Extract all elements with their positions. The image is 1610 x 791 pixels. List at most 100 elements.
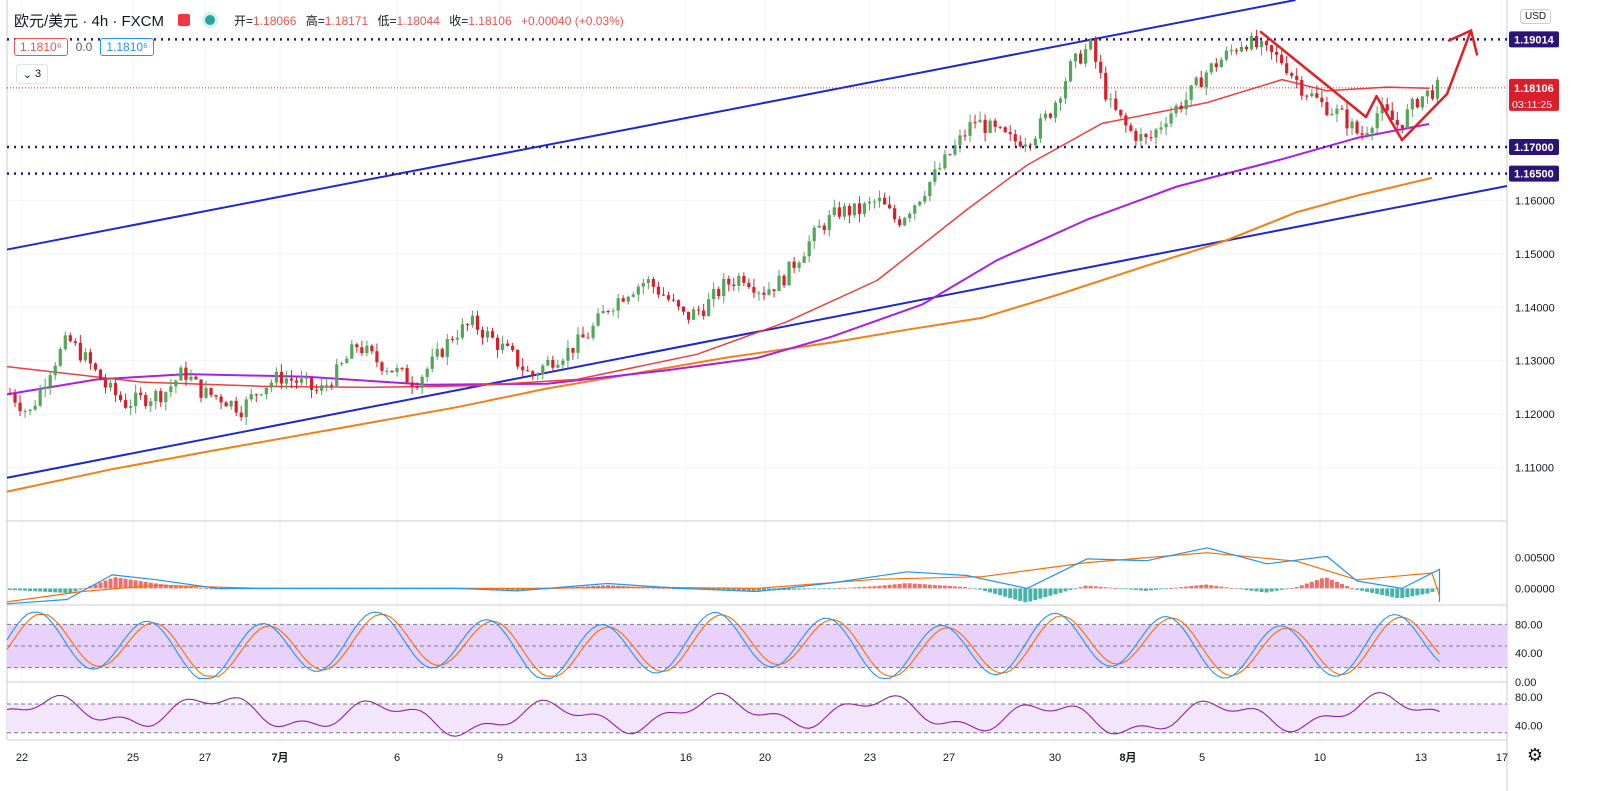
- candle-body: [641, 283, 645, 287]
- sell-button[interactable]: 1.1810⁶: [14, 38, 68, 56]
- macd-histogram-bar: [1123, 588, 1128, 590]
- macd-histogram-bar: [1430, 588, 1435, 592]
- candle-body: [299, 378, 304, 383]
- macd-histogram-bar: [646, 587, 651, 589]
- time-axis-tick: 16: [680, 752, 692, 764]
- macd-histogram-bar: [1234, 588, 1239, 590]
- quote-boxes: 1.1810⁶ 0.0 1.1810⁶: [14, 38, 154, 56]
- macd-histogram-bar: [832, 588, 837, 590]
- candle-body: [797, 262, 801, 268]
- buy-button[interactable]: 1.1810⁶: [100, 38, 154, 56]
- candle-body: [556, 364, 560, 368]
- candle-body: [777, 275, 781, 292]
- macd-histogram-bar: [78, 588, 83, 590]
- drawn-arrow-segment[interactable]: [1445, 29, 1473, 96]
- candle-body: [968, 122, 972, 136]
- candle-body: [405, 367, 409, 383]
- macd-histogram-bar: [726, 588, 731, 591]
- candle-body: [832, 207, 836, 216]
- flag-icon[interactable]: [178, 14, 191, 26]
- macd-histogram-bar: [63, 588, 68, 593]
- macd-histogram-bar: [988, 588, 993, 593]
- candle-body: [289, 378, 294, 381]
- gear-icon[interactable]: ⚙: [1526, 745, 1544, 765]
- candle-body: [717, 289, 721, 297]
- drawn-arrow-segment[interactable]: [1400, 92, 1449, 142]
- symbol-title[interactable]: 欧元/美元 · 4h · FXCM: [14, 12, 165, 30]
- macd-histogram-bar: [1224, 587, 1229, 589]
- candle-body: [490, 331, 495, 338]
- candle-body: [817, 225, 821, 228]
- candle-body: [284, 378, 289, 384]
- candle-body: [164, 392, 168, 403]
- macd-histogram-bar: [857, 587, 862, 589]
- macd-histogram-bar: [1284, 588, 1289, 590]
- drawn-arrow-segment[interactable]: [1364, 94, 1378, 119]
- candle-body: [516, 349, 520, 367]
- macd-histogram-bar: [38, 588, 43, 592]
- candle-body: [1390, 110, 1394, 120]
- candle-body: [1380, 104, 1384, 114]
- macd-histogram-bar: [28, 588, 33, 591]
- macd-axis-tick: 0.00000: [1515, 583, 1555, 595]
- legend-bar: 欧元/美元 · 4h · FXCM 开=1.18066 高=1.18171 低=…: [14, 9, 630, 31]
- macd-histogram-bar: [1108, 587, 1113, 589]
- candle-body: [1053, 102, 1058, 118]
- candle-body: [852, 203, 857, 216]
- arrowhead[interactable]: [1447, 29, 1479, 56]
- macd-histogram-bar: [661, 588, 666, 589]
- macd-histogram-bar: [1274, 588, 1279, 591]
- indicators-toggle-button[interactable]: ⌄ 3: [16, 64, 48, 84]
- rsi-axis-tick: 40.00: [1515, 721, 1543, 733]
- macd-histogram-bar: [1068, 588, 1073, 590]
- candle-body: [28, 409, 32, 411]
- macd-histogram-bar: [807, 588, 812, 590]
- candle-body: [757, 292, 761, 294]
- macd-histogram-bar: [83, 587, 88, 589]
- candle-body: [581, 334, 585, 338]
- candle-body: [993, 120, 997, 127]
- candle-body: [1435, 79, 1440, 99]
- macd-histogram-bar: [812, 588, 817, 590]
- price-axis-tick: 1.16000: [1515, 195, 1555, 207]
- candle-body: [1430, 90, 1435, 99]
- stochastic-k-line: [6, 611, 1440, 679]
- candle-body: [229, 400, 233, 407]
- candle-body: [415, 386, 419, 388]
- candle-body: [1023, 144, 1027, 147]
- macd-histogram-bar: [963, 587, 967, 589]
- candle-body: [304, 377, 309, 379]
- macd-histogram-bar: [495, 588, 500, 590]
- candle-body: [1043, 113, 1048, 119]
- candle-body: [898, 219, 902, 226]
- candle-body: [1385, 104, 1389, 111]
- candle-body: [335, 364, 339, 386]
- level-price-tag-text: 1.17000: [1514, 142, 1554, 154]
- macd-histogram-bar: [1078, 587, 1083, 589]
- candle-body: [450, 338, 454, 340]
- trend-line-upper[interactable]: [6, 0, 1296, 251]
- macd-histogram-bar: [93, 584, 98, 589]
- candle-body: [350, 344, 354, 359]
- candle-body: [108, 383, 113, 388]
- macd-histogram-bar: [892, 584, 897, 589]
- drawn-arrow-segment[interactable]: [1375, 94, 1404, 142]
- macd-histogram-bar: [23, 588, 28, 591]
- macd-histogram-bar: [1269, 588, 1274, 592]
- macd-histogram-bar: [510, 588, 515, 591]
- candle-body: [264, 387, 268, 395]
- candle-body: [1219, 59, 1223, 68]
- time-axis-tick: 5: [1199, 752, 1205, 764]
- macd-histogram-bar: [1219, 586, 1224, 589]
- candle-body: [460, 324, 464, 338]
- candle-body: [189, 376, 193, 380]
- macd-histogram-bar: [711, 588, 716, 590]
- macd-histogram-bar: [947, 585, 952, 589]
- drawn-arrow-segment[interactable]: [1259, 30, 1368, 119]
- macd-histogram-bar: [73, 588, 78, 592]
- macd-histogram-bar: [927, 584, 932, 589]
- candle-body: [1008, 132, 1012, 135]
- currency-label[interactable]: USD: [1520, 9, 1552, 24]
- candle-body: [274, 371, 278, 383]
